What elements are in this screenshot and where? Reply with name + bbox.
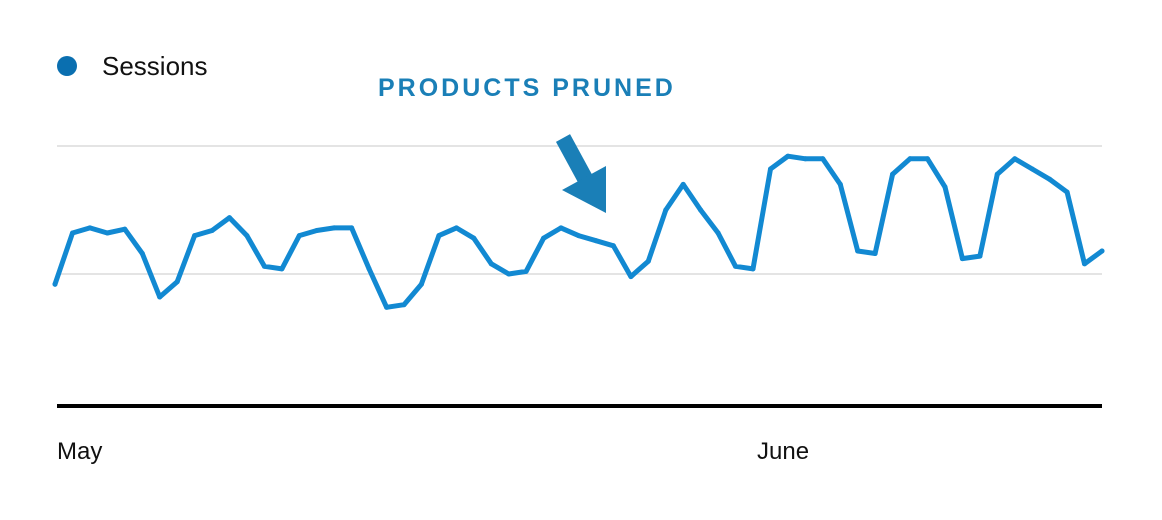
- data-point: [436, 233, 442, 239]
- arrow-shaft: [555, 134, 596, 188]
- data-point: [314, 228, 320, 233]
- data-point: [698, 207, 704, 213]
- data-points: [52, 153, 1105, 310]
- x-tick-label-may: May: [57, 438, 102, 465]
- data-point: [453, 225, 459, 231]
- data-point: [70, 230, 75, 236]
- data-point: [994, 171, 1000, 177]
- data-point: [418, 281, 424, 287]
- data-point: [366, 266, 372, 272]
- data-point: [680, 181, 686, 187]
- data-point: [1064, 189, 1070, 195]
- legend-dot: [57, 56, 77, 76]
- data-point: [907, 156, 913, 162]
- data-point: [349, 225, 355, 231]
- data-point: [733, 263, 738, 269]
- data-point: [802, 156, 808, 162]
- legend-label: Sessions: [102, 51, 208, 81]
- data-point: [977, 253, 983, 259]
- data-point: [576, 233, 581, 239]
- data-point: [52, 281, 58, 287]
- data-point: [279, 266, 285, 272]
- data-point: [139, 251, 145, 256]
- data-point: [104, 230, 110, 236]
- data-point: [750, 266, 756, 272]
- data-point: [401, 302, 407, 308]
- data-point: [890, 171, 896, 177]
- data-point: [87, 225, 93, 231]
- data-point: [628, 274, 634, 280]
- data-point: [1099, 248, 1105, 254]
- data-point: [925, 156, 930, 162]
- data-point: [157, 294, 163, 300]
- data-point: [558, 225, 564, 231]
- data-point: [506, 271, 512, 277]
- data-point: [872, 251, 878, 256]
- data-point: [837, 181, 843, 187]
- data-point: [541, 235, 547, 241]
- data-point: [1047, 176, 1053, 182]
- data-point: [593, 238, 599, 244]
- data-point: [959, 256, 965, 262]
- data-point: [296, 233, 302, 239]
- x-axis-ticks: May June: [57, 438, 809, 465]
- data-point: [942, 184, 948, 190]
- data-point: [1012, 156, 1018, 162]
- data-point: [384, 304, 390, 310]
- legend: Sessions: [57, 51, 208, 81]
- data-point: [1082, 261, 1087, 267]
- data-point: [261, 263, 267, 269]
- data-point: [174, 279, 180, 285]
- data-point: [855, 248, 861, 254]
- data-point: [209, 228, 215, 233]
- data-point: [1029, 166, 1035, 172]
- data-point: [715, 230, 721, 236]
- data-point: [227, 215, 232, 221]
- data-point: [820, 156, 826, 162]
- data-point: [244, 233, 250, 239]
- x-tick-label-june: June: [757, 438, 809, 465]
- data-point: [331, 225, 337, 231]
- annotation-label: PRODUCTS PRUNED: [378, 74, 676, 102]
- data-point: [471, 235, 477, 241]
- arrow-head: [562, 166, 606, 213]
- arrow-icon: [555, 134, 606, 213]
- data-point: [610, 243, 616, 249]
- annotation: PRODUCTS PRUNED: [378, 74, 676, 213]
- data-point: [785, 153, 791, 159]
- data-point: [645, 258, 651, 264]
- data-point: [768, 166, 773, 172]
- data-point: [523, 268, 529, 274]
- data-point: [663, 207, 669, 213]
- gridlines: [57, 145, 1102, 275]
- data-point: [122, 226, 128, 232]
- data-point: [192, 233, 198, 239]
- data-point: [488, 261, 494, 267]
